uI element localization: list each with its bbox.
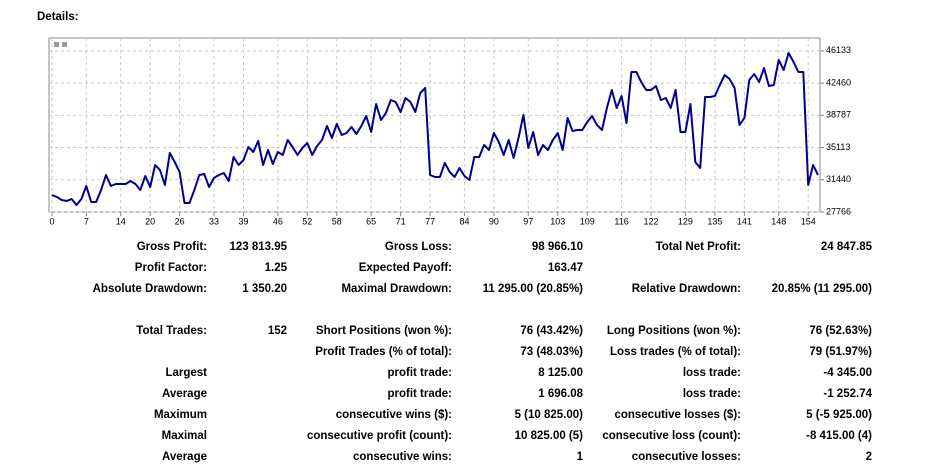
x-tick-label: 148 — [771, 216, 786, 226]
cell-value: 123 813.95 — [229, 241, 287, 253]
cell-label: Average — [162, 451, 207, 463]
x-tick-label: 14 — [116, 216, 126, 226]
x-tick-label: 154 — [801, 216, 816, 226]
cell-label: profit trade: — [387, 388, 452, 400]
cell-label: Relative Drawdown: — [632, 283, 741, 295]
x-tick-label: 71 — [396, 216, 406, 226]
cell-label: consecutive wins ($): — [336, 409, 452, 421]
cell-label: consecutive profit (count): — [307, 430, 452, 442]
cell-label: Maximal Drawdown: — [341, 283, 452, 295]
y-tick-label: 38787 — [826, 110, 851, 120]
cell-label: Absolute Drawdown: — [93, 283, 207, 295]
x-tick-label: 103 — [550, 216, 565, 226]
cell-label: Expected Payoff: — [359, 262, 452, 274]
cell-value: 76 (52.63%) — [809, 325, 872, 337]
x-tick-label: 39 — [238, 216, 248, 226]
cell-value: 2 — [866, 451, 872, 463]
y-tick-label: 35113 — [826, 142, 850, 152]
cell-label: Gross Profit: — [137, 241, 207, 253]
cell-value: 8 125.00 — [538, 367, 583, 379]
x-tick-label: 20 — [145, 216, 155, 226]
x-tick-label: 58 — [332, 216, 342, 226]
x-tick-label: 46 — [273, 216, 283, 226]
x-tick-label: 65 — [366, 216, 376, 226]
section-title: Details: — [37, 11, 79, 23]
cell-value: 5 (-5 925.00) — [806, 409, 872, 421]
cell-label: loss trade: — [683, 367, 741, 379]
cell-value: 152 — [268, 325, 287, 337]
cell-value: -1 252.74 — [823, 388, 872, 400]
cell-label: profit trade: — [387, 367, 452, 379]
y-tick-label: 27766 — [826, 206, 851, 216]
cell-value: 1 350.20 — [242, 283, 287, 295]
x-tick-label: 84 — [459, 216, 469, 226]
cell-label: Total Trades: — [136, 325, 207, 337]
cell-value: 5 (10 825.00) — [515, 409, 584, 421]
cell-value: 10 825.00 (5) — [515, 430, 584, 442]
cell-label: consecutive loss (count): — [602, 430, 741, 442]
x-tick-label: 26 — [175, 216, 185, 226]
cell-label: Loss trades (% of total): — [610, 346, 741, 358]
x-tick-label: 116 — [614, 216, 628, 226]
cell-label: Average — [162, 388, 207, 400]
cell-label: Long Positions (won %): — [607, 325, 741, 337]
x-tick-label: 0 — [49, 216, 54, 226]
cell-label: Total Net Profit: — [656, 241, 741, 253]
cell-label: Largest — [165, 367, 207, 379]
cell-value: 24 847.85 — [821, 241, 873, 253]
y-tick-label: 42460 — [826, 77, 851, 87]
cell-label: Profit Trades (% of total): — [315, 346, 452, 358]
cell-label: consecutive losses ($): — [614, 409, 741, 421]
x-tick-label: 141 — [737, 216, 752, 226]
chart-icon — [54, 42, 67, 47]
x-tick-label: 90 — [489, 216, 499, 226]
x-tick-label: 52 — [302, 216, 312, 226]
cell-value: 79 (51.97%) — [809, 346, 872, 358]
y-tick-label: 31440 — [826, 174, 851, 184]
cell-value: 76 (43.42%) — [520, 325, 583, 337]
y-tick-label: 46133 — [826, 45, 851, 55]
cell-label: Maximum — [154, 409, 207, 421]
equity-line — [51, 52, 819, 206]
cell-label: Short Positions (won %): — [316, 325, 452, 337]
x-tick-label: 129 — [678, 216, 693, 226]
cell-value: 73 (48.03%) — [520, 346, 583, 358]
cell-value: 163.47 — [548, 262, 583, 274]
x-tick-label: 97 — [523, 216, 533, 226]
cell-label: Maximal — [162, 430, 207, 442]
cell-label: consecutive wins: — [353, 451, 452, 463]
cell-value: 1 — [577, 451, 584, 463]
cell-label: loss trade: — [683, 388, 741, 400]
x-tick-label: 77 — [425, 216, 435, 226]
x-tick-label: 33 — [209, 216, 219, 226]
cell-value: 98 966.10 — [532, 241, 583, 253]
x-tick-label: 135 — [707, 216, 722, 226]
cell-value: 1.25 — [265, 262, 288, 274]
cell-value: -8 415.00 (4) — [806, 430, 872, 442]
cell-label: consecutive losses: — [632, 451, 741, 463]
x-tick-label: 109 — [580, 216, 595, 226]
x-tick-label: 7 — [84, 216, 89, 226]
cell-value: 11 295.00 (20.85%) — [483, 283, 584, 295]
cell-label: Profit Factor: — [135, 262, 207, 274]
cell-value: 20.85% (11 295.00) — [772, 283, 873, 295]
cell-value: 1 696.08 — [538, 388, 583, 400]
cell-label: Gross Loss: — [385, 241, 452, 253]
cell-value: -4 345.00 — [823, 367, 872, 379]
x-tick-label: 122 — [644, 216, 659, 226]
